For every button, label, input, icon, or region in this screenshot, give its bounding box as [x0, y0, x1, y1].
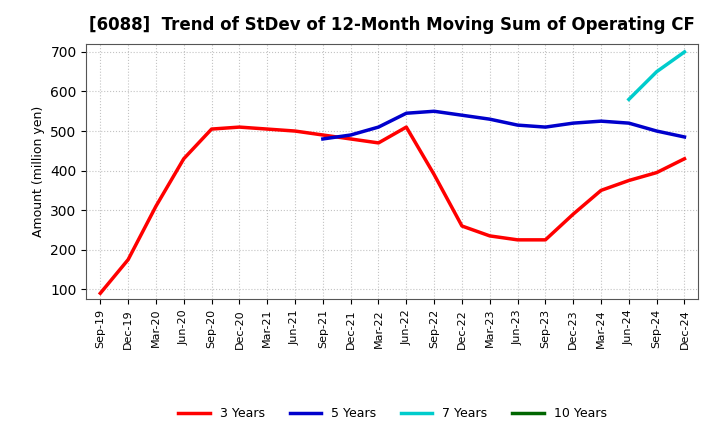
5 Years [318, 136, 327, 142]
3 Years [207, 126, 216, 132]
3 Years [569, 212, 577, 217]
5 Years [374, 125, 383, 130]
3 Years [430, 172, 438, 177]
3 Years [458, 224, 467, 229]
5 Years [541, 125, 550, 130]
Title: [6088]  Trend of StDev of 12-Month Moving Sum of Operating CF: [6088] Trend of StDev of 12-Month Moving… [89, 16, 696, 34]
5 Years [485, 117, 494, 122]
Y-axis label: Amount (million yen): Amount (million yen) [32, 106, 45, 237]
3 Years [597, 188, 606, 193]
Legend: 3 Years, 5 Years, 7 Years, 10 Years: 3 Years, 5 Years, 7 Years, 10 Years [174, 403, 611, 425]
3 Years [124, 257, 132, 262]
3 Years [346, 136, 355, 142]
3 Years [179, 156, 188, 161]
3 Years [652, 170, 661, 175]
5 Years [652, 128, 661, 134]
3 Years [235, 125, 243, 130]
7 Years [624, 97, 633, 102]
Line: 3 Years: 3 Years [100, 127, 685, 293]
3 Years [680, 156, 689, 161]
3 Years [485, 233, 494, 238]
3 Years [152, 204, 161, 209]
3 Years [96, 291, 104, 296]
Line: 7 Years: 7 Years [629, 52, 685, 99]
3 Years [402, 125, 410, 130]
5 Years [569, 121, 577, 126]
3 Years [318, 132, 327, 138]
5 Years [346, 132, 355, 138]
3 Years [513, 237, 522, 242]
3 Years [541, 237, 550, 242]
5 Years [458, 113, 467, 118]
7 Years [680, 49, 689, 55]
5 Years [624, 121, 633, 126]
3 Years [291, 128, 300, 134]
5 Years [597, 118, 606, 124]
5 Years [680, 134, 689, 139]
5 Years [402, 110, 410, 116]
5 Years [513, 122, 522, 128]
5 Years [430, 109, 438, 114]
3 Years [263, 126, 271, 132]
3 Years [374, 140, 383, 146]
7 Years [652, 69, 661, 74]
Line: 5 Years: 5 Years [323, 111, 685, 139]
3 Years [624, 178, 633, 183]
